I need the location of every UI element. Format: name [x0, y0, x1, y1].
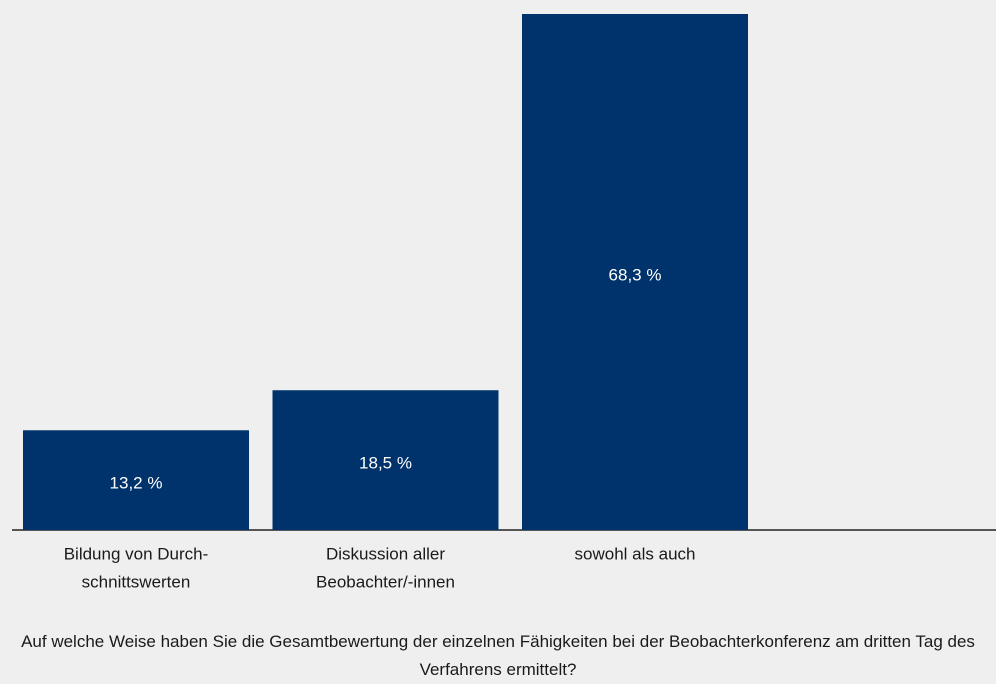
caption: Auf welche Weise haben Sie die Gesamtbew… — [21, 632, 975, 679]
value-label: 13,2 % — [110, 474, 163, 493]
x-tick-label: Beobachter/-innen — [316, 572, 455, 591]
bar — [23, 430, 249, 530]
chart: 13,2 % Bildung von Durch-schnittswerten 18… — [12, 14, 996, 591]
x-tick-label: Bildung von Durch- — [64, 544, 209, 563]
x-tick-label: schnittswerten — [82, 572, 191, 591]
x-tick-label: sowohl als auch — [575, 544, 696, 563]
value-label: 68,3 % — [609, 265, 662, 284]
bar — [522, 14, 748, 530]
x-tick-label: Diskussion aller — [326, 544, 445, 563]
value-label: 18,5 % — [359, 454, 412, 473]
bar — [272, 390, 499, 530]
